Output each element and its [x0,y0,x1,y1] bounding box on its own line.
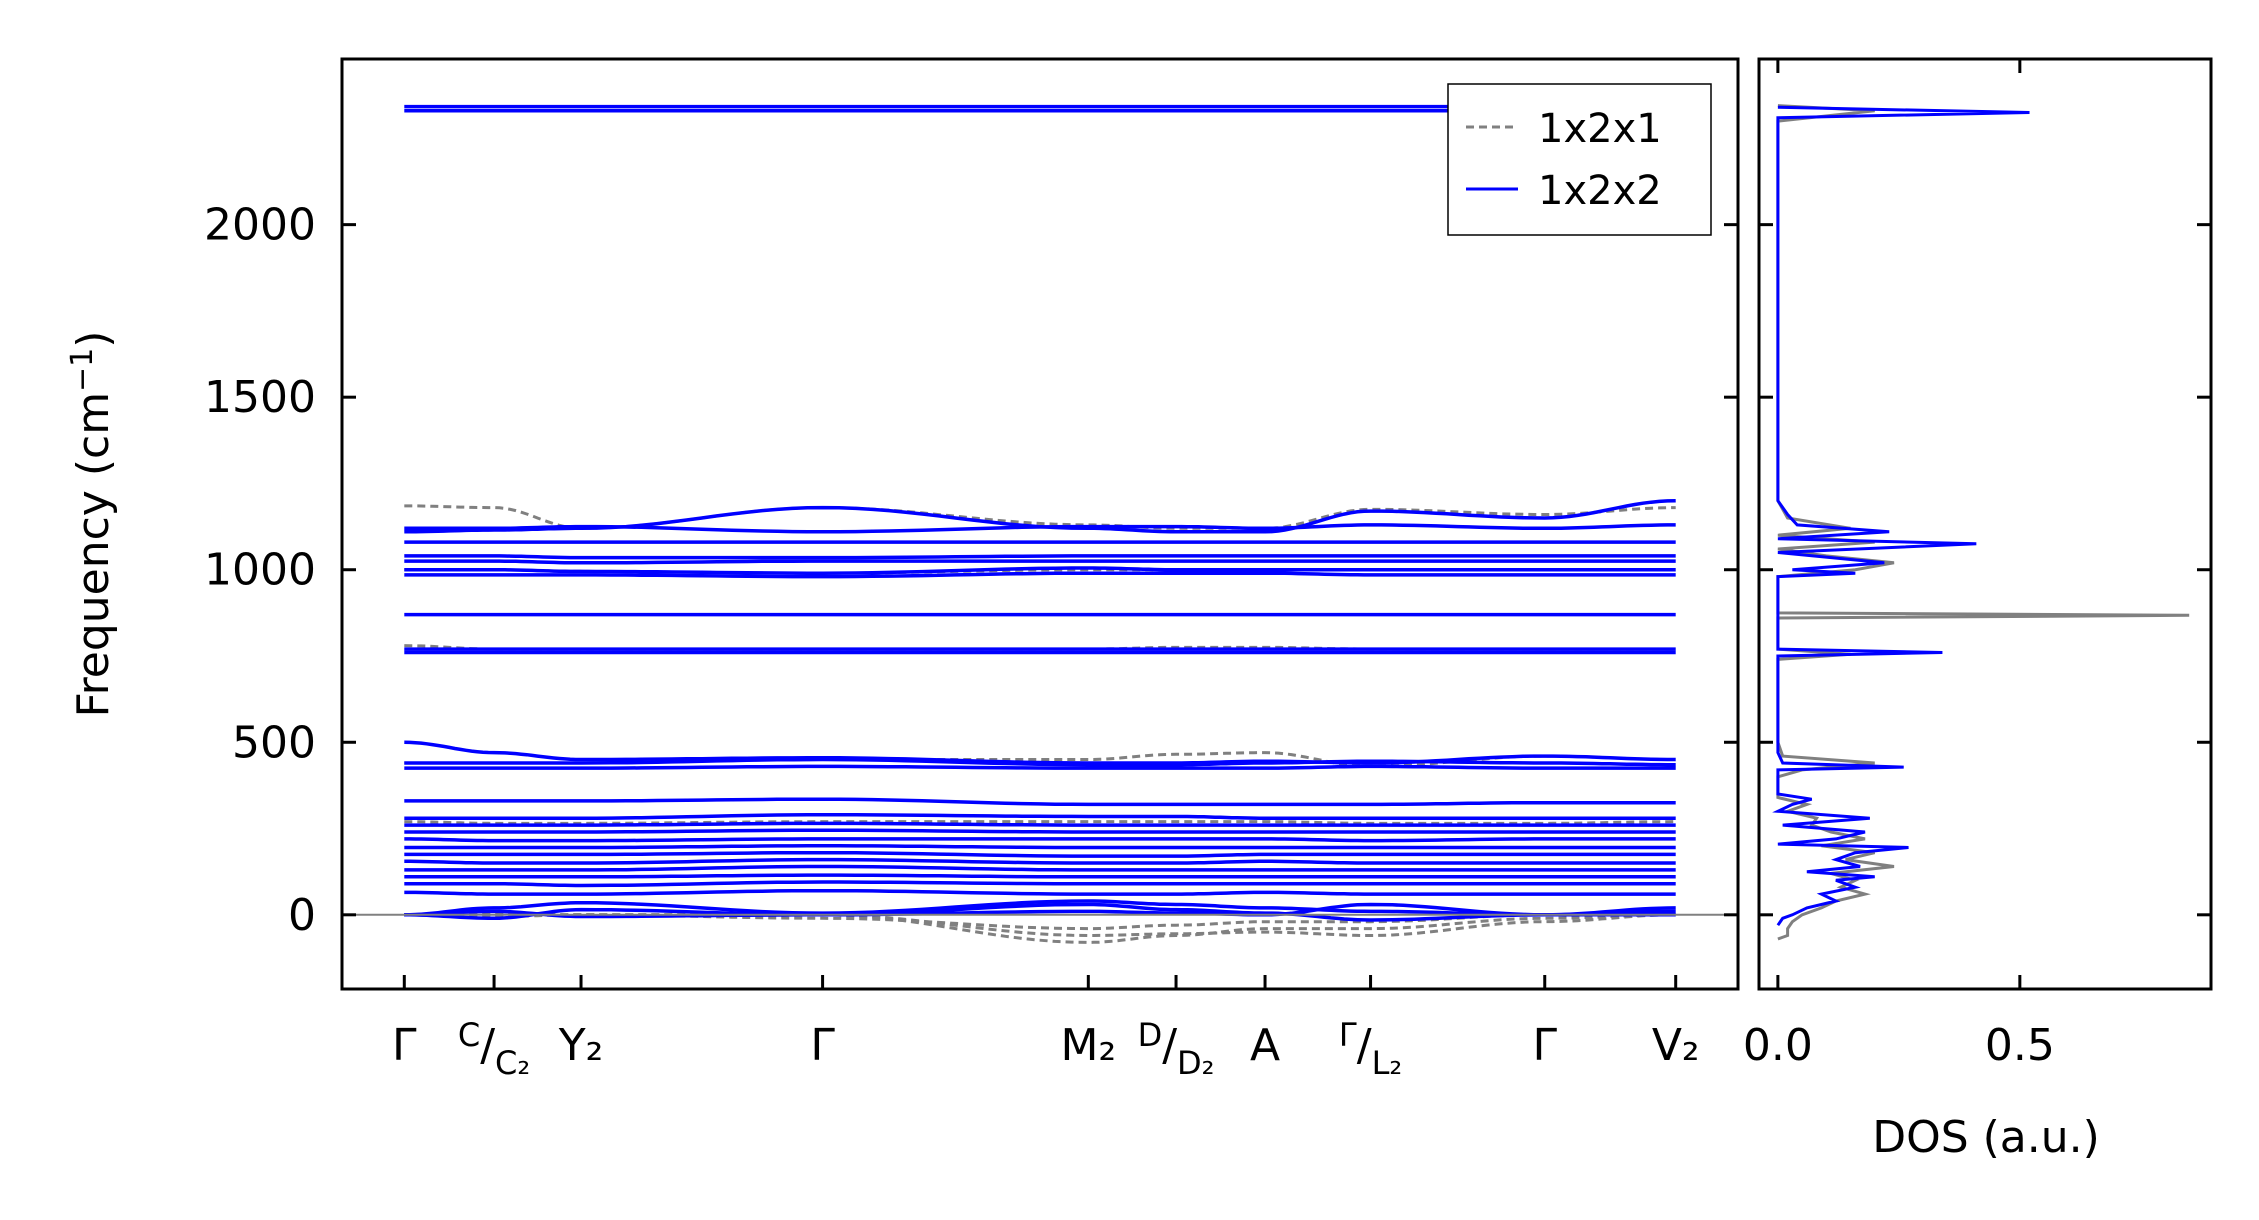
band-line-1x2x2-24 [404,873,1676,879]
legend-box [1447,83,1712,236]
x-tick-label: V₂ [1652,1020,1700,1071]
dos-lines [1772,104,2190,941]
dos-x-tick-label: 0.0 [1743,1020,1813,1071]
axis-ticks [342,59,2211,989]
legend: 1x2x1 1x2x2 [1447,83,1712,236]
dos-line-1x2x2 [1772,105,2030,927]
band-line-1x2x2-5 [404,554,1676,560]
band-line-1x2x2-6 [404,559,1676,565]
band-line-1x2x2-21 [404,850,1676,858]
band-line-1x2x2-25 [404,880,1676,888]
band-line-1x2x1-4 [404,820,1676,825]
band-line-1x2x2-22 [404,857,1676,865]
band-line-1x2x2-26 [404,888,1676,896]
dos-line-1x2x1 [1776,104,2190,941]
y-axis-label: Frequency (cm−1) [65,331,119,718]
y-tick-label: 1000 [204,545,316,596]
y-tick-label: 0 [288,890,316,941]
band-line-1x2x2-7 [404,566,1676,575]
dos-x-tick-label: 0.5 [1985,1020,2055,1071]
band-line-1x2x2-16 [404,812,1676,820]
tick-labels: 0 500 1000 1500 2000 Γ C/C₂ Y₂ Γ M₂ D/D₂ A Γ/L₂ Γ V₂ 0.… [204,200,2055,1082]
x-tick-label: Γ [1532,1020,1557,1071]
band-line-1x2x2-17 [404,821,1676,827]
dos-x-axis-label: DOS (a.u.) [1872,1112,2100,1163]
band-line-1x2x2-14 [404,764,1676,770]
x-tick-label: M₂ [1061,1020,1117,1071]
x-tick-label: Γ [392,1020,417,1071]
band-line-1x2x2-19 [404,837,1676,843]
band-line-1x2x2-18 [404,828,1676,834]
x-tick-label: D/D₂ [1138,1016,1215,1082]
band-axes-frame [340,57,1740,991]
band-line-1x2x2-27 [404,899,1676,917]
legend-label-1x2x1: 1x2x1 [1538,106,1662,152]
x-tick-label: A [1250,1020,1280,1071]
x-tick-label: Y₂ [558,1020,604,1071]
y-tick-label: 2000 [204,200,316,251]
y-tick-label: 500 [232,717,316,768]
dos-axes-frame [1757,57,2213,991]
band-line-1x2x2-15 [404,797,1676,807]
x-tick-label: Γ/L₂ [1339,1016,1402,1082]
x-tick-label: Γ [810,1020,835,1071]
band-line-1x2x1-6 [404,913,1676,944]
band-line-1x2x2-3 [404,498,1676,534]
legend-label-1x2x2: 1x2x2 [1538,168,1662,214]
band-line-1x2x2-23 [404,864,1676,872]
y-tick-label: 1500 [204,372,316,423]
band-line-1x2x2-20 [404,844,1676,850]
band-line-1x2x2-13 [404,757,1676,767]
band-line-1x2x2-8 [404,571,1676,579]
x-tick-label: C/C₂ [458,1016,530,1082]
